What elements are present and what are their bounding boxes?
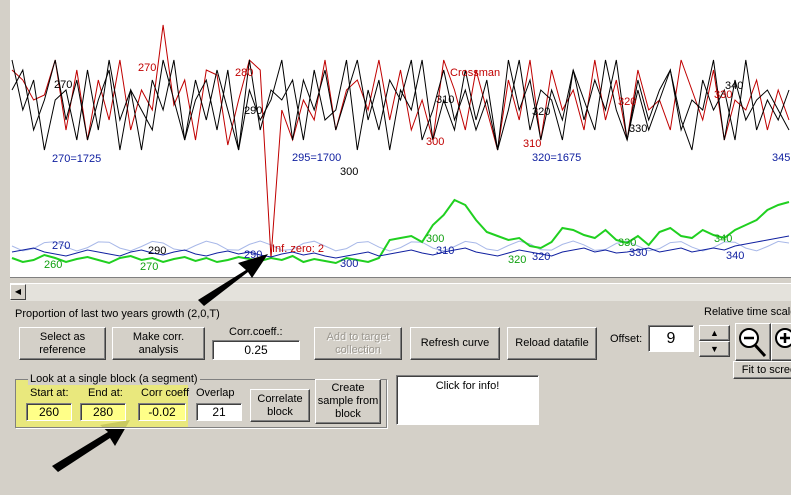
chart-label: 270 [52, 240, 71, 252]
chart-label: 270 [140, 261, 159, 273]
select-as-reference-button[interactable]: Select as reference [19, 327, 106, 360]
chart-label: 330 [629, 123, 648, 135]
chart-label: 310 [436, 245, 455, 257]
offset-label: Offset: [610, 333, 643, 345]
zoom-in-button[interactable] [771, 323, 791, 361]
chart-label: 320 [508, 254, 527, 266]
relative-time-scale-label: Relative time scale [704, 306, 791, 318]
chart-label: 310 [523, 138, 542, 150]
series-line-2 [11, 59, 790, 151]
segment-group-title: Look at a single block (a segment) [28, 373, 200, 385]
zoom-in-icon [775, 328, 791, 348]
chart-label: 270=1725 [52, 153, 102, 165]
offset-down-arrow-icon[interactable]: ▼ [699, 341, 730, 357]
chart-label: 270 [54, 79, 73, 91]
chart-label: 345 [772, 152, 791, 164]
chart-label: 340 [725, 80, 744, 92]
curve-title: Proportion of last two years growth (2,0… [15, 308, 220, 320]
chart-label: 270 [138, 62, 157, 74]
corr-coeff-segment-label: Corr coeff [141, 387, 190, 399]
series-line-1 [11, 59, 790, 151]
series-line-4 [11, 235, 790, 259]
chart-label: 300 [340, 166, 359, 178]
chart-label: 340 [726, 250, 745, 262]
add-to-target-collection-button[interactable]: Add to target collection [314, 327, 402, 360]
chart-label: 280 [235, 67, 254, 79]
correlate-block-button[interactable]: Correlate block [250, 389, 310, 422]
make-corr-analysis-button[interactable]: Make corr. analysis [112, 327, 205, 360]
chart-label: 295=1700 [292, 152, 342, 164]
refresh-curve-button[interactable]: Refresh curve [410, 327, 500, 360]
offset-field[interactable]: 9 [648, 325, 694, 352]
chart-label: 300 [426, 136, 445, 148]
chart-label: 320 [532, 251, 551, 263]
start-at-label: Start at: [30, 387, 69, 399]
corr-coeff-field[interactable]: 0.25 [212, 340, 300, 360]
chart-label: 330 [714, 89, 733, 101]
chart-label: 300 [340, 258, 359, 270]
series-line-pale [11, 240, 790, 252]
reload-datafile-button[interactable]: Reload datafile [507, 327, 597, 360]
chart-label: 290 [148, 245, 167, 257]
plot-area: 270 280 Crossman 300 310 320 330 270 290… [10, 0, 791, 278]
info-box[interactable]: Click for info! [396, 375, 539, 425]
offset-up-arrow-icon[interactable]: ▲ [699, 325, 730, 341]
series-line-3 [11, 198, 790, 265]
overlap-label: Overlap [196, 387, 235, 399]
chart-label: 340 [714, 233, 733, 245]
chart-label: 320 [618, 96, 637, 108]
zoom-out-button[interactable] [735, 323, 771, 361]
chart-label: Crossman [450, 67, 501, 79]
chart-label: 320 [532, 106, 551, 118]
create-sample-button[interactable]: Create sample from block [315, 379, 381, 424]
chart-label: 310 [436, 94, 455, 106]
pointer-arrow-icon [198, 254, 268, 306]
chart-label: 320=1675 [532, 152, 582, 164]
zoom-out-icon [739, 328, 767, 358]
chart-label: 330 [629, 247, 648, 259]
overlap-field[interactable]: 21 [196, 403, 242, 421]
pointer-arrow-icon [52, 420, 130, 472]
segment-group [15, 379, 387, 428]
chart-label: 290 [244, 105, 263, 117]
end-at-field[interactable]: 280 [80, 403, 126, 421]
corr-coeff-label: Corr.coeff.: [229, 326, 283, 338]
chart-label: Inf. zero: 2 [272, 243, 324, 255]
corr-coeff-segment-field[interactable]: -0.02 [138, 403, 186, 421]
end-at-label: End at: [88, 387, 123, 399]
scroll-left-arrow-icon[interactable]: ◀ [10, 284, 26, 300]
start-at-field[interactable]: 260 [26, 403, 72, 421]
chart-label: 300 [426, 233, 445, 245]
chart-label: 330 [618, 237, 637, 249]
fit-to-screen-button[interactable]: Fit to screen [733, 361, 791, 379]
chart-svg [11, 24, 790, 265]
chart-label: 260 [44, 259, 63, 271]
